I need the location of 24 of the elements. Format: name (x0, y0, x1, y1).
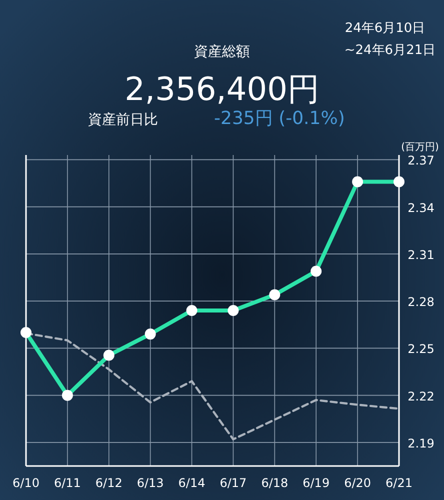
y-tick-label: 2.25 (408, 342, 434, 356)
x-tick-label: 6/17 (220, 476, 247, 490)
y-tick-label: 2.37 (408, 154, 434, 168)
x-tick-label: 6/13 (136, 476, 164, 490)
y-tick-label: 2.19 (408, 436, 434, 450)
x-tick-label: 6/21 (386, 476, 412, 490)
chart-title: 資産総額 (194, 44, 250, 60)
text: -235円 (-0.1%) (214, 108, 345, 129)
y-tick-label: 2.22 (408, 389, 434, 404)
text: ~24年6月21日 (344, 43, 436, 58)
chart-subtitle: 2,356,400円 (124, 70, 320, 108)
y-tick-label: 2.28 (408, 295, 434, 310)
text: 24年6月10日 (344, 21, 426, 36)
y-tick-label: 2.31 (408, 248, 434, 262)
y-tick-label: 2.34 (408, 200, 434, 215)
x-tick-label: 6/18 (261, 476, 288, 490)
x-tick-label: 6/12 (95, 476, 122, 490)
x-tick-label: 6/20 (344, 476, 372, 490)
text: 資産前日比 (88, 112, 158, 128)
x-tick-label: 6/11 (54, 476, 81, 490)
y-axis-title: (百万円) (401, 142, 439, 153)
x-tick-label: 6/10 (12, 476, 40, 490)
x-tick-label: 6/14 (178, 476, 206, 490)
x-tick-label: 6/19 (302, 476, 330, 490)
